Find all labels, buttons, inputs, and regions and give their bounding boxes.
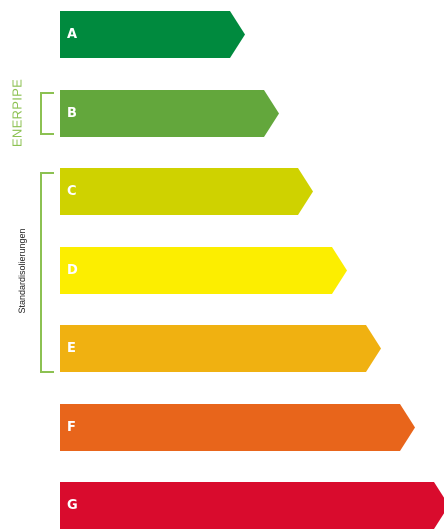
energy-class-a-arrow — [60, 11, 245, 58]
energy-class-a-label: A — [67, 27, 78, 42]
energy-class-b-bar: B — [60, 89, 279, 137]
energy-class-b-label: B — [67, 105, 77, 121]
energy-class-c-bar: C — [60, 168, 313, 215]
energy-class-g-shape — [60, 482, 444, 529]
energy-class-g-arrow — [60, 482, 444, 529]
energy-class-g-bar: G — [60, 482, 444, 529]
energy-class-f-label: F — [67, 419, 76, 435]
energy-class-f-shape — [60, 403, 415, 451]
energy-class-c-arrow — [60, 168, 313, 215]
standard-insulation-label: Standardisolierungen — [17, 228, 27, 314]
energy-class-d-shape — [60, 246, 347, 294]
energy-class-e-bar: E — [60, 325, 381, 372]
energy-class-c-label: C — [67, 184, 77, 199]
energy-class-e-arrow — [60, 325, 381, 372]
energy-class-b-arrow — [60, 89, 279, 137]
energy-class-d-arrow — [60, 246, 347, 294]
enerpipe-label: ENERPIPE — [9, 78, 25, 148]
energy-class-e-label: E — [67, 341, 76, 356]
energy-class-f-bar: F — [60, 403, 415, 451]
standard-insulation-bracket — [40, 172, 54, 373]
energy-class-a-shape — [60, 11, 245, 58]
enerpipe-bracket — [40, 92, 54, 135]
energy-class-f-arrow — [60, 403, 415, 451]
energy-class-c-shape — [60, 168, 313, 215]
energy-class-e-shape — [60, 325, 381, 372]
energy-class-g-label: G — [67, 498, 78, 513]
energy-class-d-label: D — [67, 262, 78, 278]
energy-class-d-bar: D — [60, 246, 347, 294]
energy-class-b-shape — [60, 89, 279, 137]
energy-class-a-bar: A — [60, 11, 245, 58]
